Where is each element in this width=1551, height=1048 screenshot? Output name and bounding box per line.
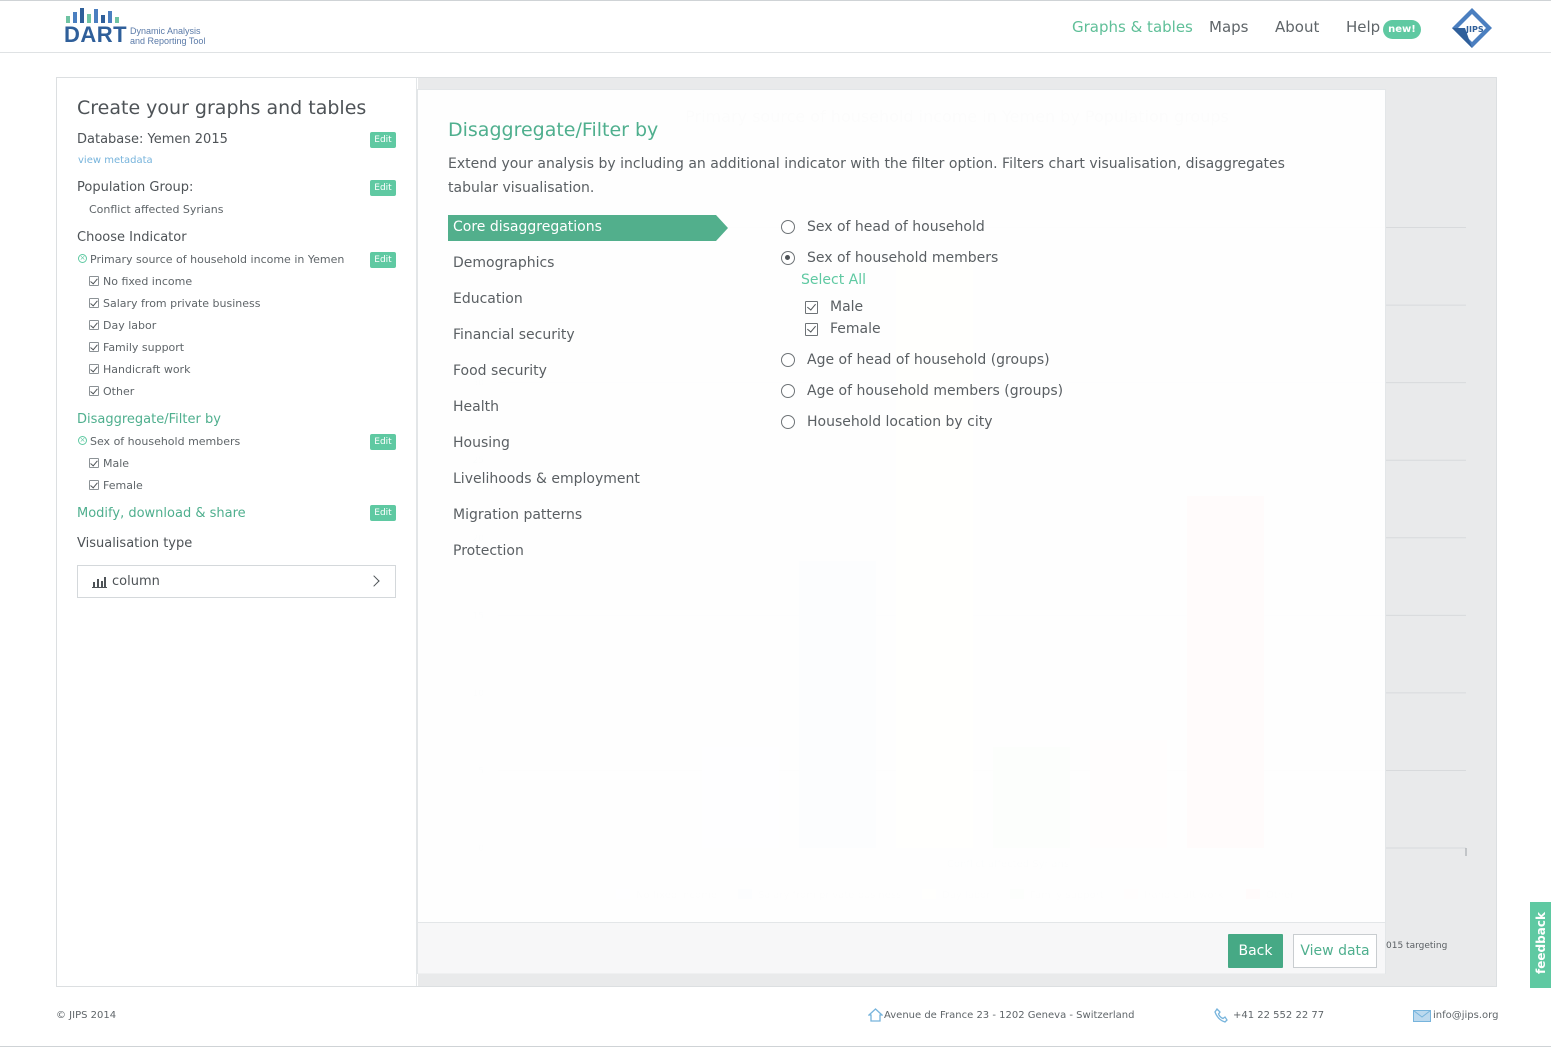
edit-modify-button[interactable]: Edit (370, 505, 396, 521)
active-category-arrow (448, 215, 728, 241)
sidebar-title: Create your graphs and tables (77, 97, 367, 119)
footer-copyright: © JIPS 2014 (56, 1010, 117, 1021)
indicator-checkbox[interactable] (89, 342, 99, 352)
jips-logo-text: JIPS (1465, 25, 1484, 34)
category-financial-security[interactable]: Financial security (453, 327, 575, 343)
edit-population-button[interactable]: Edit (370, 180, 396, 196)
option-sex-head[interactable]: Sex of head of household (807, 219, 985, 235)
logo-sub-line2: and Reporting Tool (130, 36, 206, 46)
disaggregate-modal: Disaggregate/Filter by Extend your analy… (417, 89, 1386, 974)
radio-sex-members[interactable] (781, 251, 795, 265)
disaggregate-label[interactable]: Disaggregate/Filter by (77, 412, 221, 427)
indicator-checkbox[interactable] (89, 364, 99, 374)
phone-icon (1214, 1008, 1228, 1023)
indicator-item: Salary from private business (103, 297, 261, 310)
indicator-checkbox[interactable] (89, 320, 99, 330)
logo-subtitle: Dynamic Analysis and Reporting Tool (130, 26, 205, 46)
footer-address: Avenue de France 23 - 1202 Geneva - Swit… (884, 1010, 1135, 1021)
indicator-label: Choose Indicator (77, 230, 187, 245)
edit-disaggregate-button[interactable]: Edit (370, 434, 396, 450)
option-age-head[interactable]: Age of head of household (groups) (807, 352, 1050, 368)
feedback-label: feedback (1534, 912, 1548, 974)
indicator-item: Day labor (103, 319, 157, 332)
option-female[interactable]: Female (830, 321, 881, 337)
indicator-checkbox[interactable] (89, 386, 99, 396)
header: DART Dynamic Analysis and Reporting Tool… (0, 0, 1551, 53)
radio-age-members[interactable] (781, 384, 795, 398)
radio-location-city[interactable] (781, 415, 795, 429)
help-new-badge: new! (1383, 20, 1421, 39)
modify-download-share-link[interactable]: Modify, download & share (77, 506, 246, 521)
mail-icon (1413, 1010, 1431, 1022)
category-housing[interactable]: Housing (453, 435, 510, 451)
indicator-item: Handicraft work (103, 363, 191, 376)
category-label: Core disaggregations (453, 219, 602, 235)
logo-word: DART (64, 22, 128, 47)
remove-indicator-icon[interactable]: × (78, 254, 87, 263)
modal-footer: Back View data (418, 922, 1385, 974)
disaggregate-value: Sex of household members (90, 435, 241, 448)
population-label: Population Group: (77, 180, 194, 195)
disaggregate-checkbox[interactable] (89, 458, 99, 468)
population-value: Conflict affected Syrians (89, 203, 224, 216)
sidebar: Create your graphs and tables Database: … (57, 78, 417, 986)
indicator-item: Family support (103, 341, 185, 354)
dart-logo[interactable]: DART Dynamic Analysis and Reporting Tool (64, 7, 224, 49)
category-protection[interactable]: Protection (453, 543, 524, 559)
category-education[interactable]: Education (453, 291, 523, 307)
bottom-border (0, 1046, 1551, 1047)
indicator-checkbox[interactable] (89, 298, 99, 308)
column-chart-icon (92, 577, 107, 588)
option-sex-members[interactable]: Sex of household members (807, 250, 999, 266)
disaggregate-checkbox[interactable] (89, 480, 99, 490)
footer-email[interactable]: info@jips.org (1433, 1010, 1499, 1021)
logo-sub-line1: Dynamic Analysis (130, 26, 201, 36)
modal-description: Extend your analysis by including an add… (448, 156, 1285, 196)
feedback-tab[interactable]: feedback (1530, 902, 1551, 988)
category-food-security[interactable]: Food security (453, 363, 547, 379)
chart-source-note: 015 targeting (1386, 941, 1448, 951)
view-data-button[interactable]: View data (1293, 934, 1377, 968)
category-demographics[interactable]: Demographics (453, 255, 555, 271)
category-core-disaggregations[interactable]: Core disaggregations (448, 215, 728, 241)
option-male[interactable]: Male (830, 299, 864, 315)
radio-age-head[interactable] (781, 353, 795, 367)
visualisation-type-value: column (112, 574, 160, 589)
category-migration-patterns[interactable]: Migration patterns (453, 507, 583, 523)
disaggregate-item: Male (103, 457, 130, 470)
category-health[interactable]: Health (453, 399, 499, 415)
category-livelihoods[interactable]: Livelihoods & employment (453, 471, 640, 487)
indicator-value: Primary source of household income in Ye… (90, 253, 345, 266)
checkbox-female[interactable] (805, 323, 818, 336)
visualisation-type-select[interactable]: column (77, 565, 396, 598)
modal-title: Disaggregate/Filter by (448, 119, 659, 141)
radio-sex-head[interactable] (781, 220, 795, 234)
indicator-item: Other (103, 385, 135, 398)
view-metadata-link[interactable]: view metadata (78, 155, 153, 166)
nav-help[interactable]: Help (1346, 18, 1381, 36)
edit-indicator-button[interactable]: Edit (370, 252, 396, 268)
checkbox-male[interactable] (805, 301, 818, 314)
option-location-city[interactable]: Household location by city (807, 414, 993, 430)
nav-graphs-tables[interactable]: Graphs & tables (1072, 18, 1193, 36)
logo-bars-icon (64, 7, 124, 23)
edit-database-button[interactable]: Edit (370, 132, 396, 148)
database-label: Database: Yemen 2015 (77, 132, 228, 147)
jips-diamond-icon: JIPS (1452, 8, 1492, 48)
jips-logo[interactable]: JIPS (1451, 7, 1493, 49)
select-all-link[interactable]: Select All (801, 272, 866, 288)
indicator-item: No fixed income (103, 275, 193, 288)
chevron-right-icon (368, 575, 380, 587)
back-button[interactable]: Back (1228, 934, 1283, 968)
footer-phone: +41 22 552 22 77 (1233, 1010, 1325, 1021)
option-age-members[interactable]: Age of household members (groups) (807, 383, 1064, 399)
home-icon (868, 1008, 883, 1022)
nav-about[interactable]: About (1275, 18, 1320, 36)
remove-disaggregate-icon[interactable]: × (78, 436, 87, 445)
disaggregate-item: Female (103, 479, 143, 492)
visualisation-type-label: Visualisation type (77, 536, 193, 551)
indicator-checkbox[interactable] (89, 276, 99, 286)
nav-maps[interactable]: Maps (1209, 18, 1249, 36)
